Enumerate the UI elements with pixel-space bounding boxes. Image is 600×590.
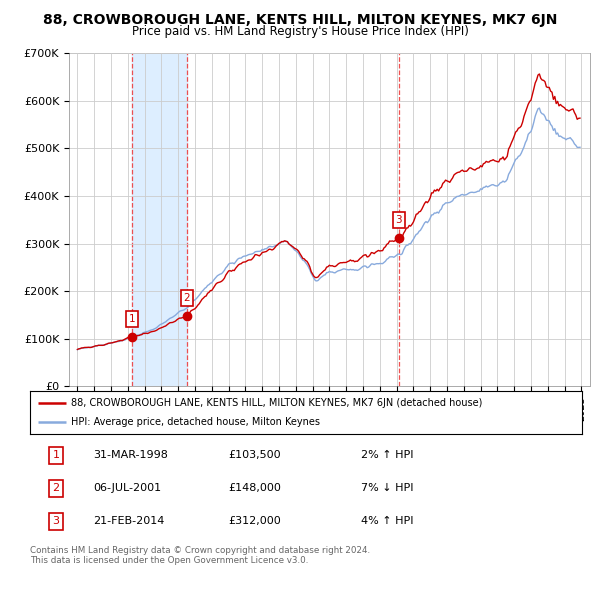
Text: Contains HM Land Registry data © Crown copyright and database right 2024.
This d: Contains HM Land Registry data © Crown c… (30, 546, 370, 565)
Text: 1: 1 (128, 314, 136, 324)
Text: 7% ↓ HPI: 7% ↓ HPI (361, 483, 414, 493)
Text: 88, CROWBOROUGH LANE, KENTS HILL, MILTON KEYNES, MK7 6JN (detached house): 88, CROWBOROUGH LANE, KENTS HILL, MILTON… (71, 398, 483, 408)
Text: 3: 3 (52, 516, 59, 526)
Text: 2: 2 (52, 483, 59, 493)
Text: £148,000: £148,000 (229, 483, 281, 493)
Text: 06-JUL-2001: 06-JUL-2001 (94, 483, 161, 493)
Text: HPI: Average price, detached house, Milton Keynes: HPI: Average price, detached house, Milt… (71, 417, 320, 427)
Text: 21-FEB-2014: 21-FEB-2014 (94, 516, 165, 526)
Text: 88, CROWBOROUGH LANE, KENTS HILL, MILTON KEYNES, MK7 6JN: 88, CROWBOROUGH LANE, KENTS HILL, MILTON… (43, 13, 557, 27)
Bar (132, 53, 187, 386)
Text: 1: 1 (52, 450, 59, 460)
Text: £103,500: £103,500 (229, 450, 281, 460)
Text: 2% ↑ HPI: 2% ↑ HPI (361, 450, 414, 460)
Text: 31-MAR-1998: 31-MAR-1998 (94, 450, 169, 460)
Text: 3: 3 (395, 215, 402, 225)
Text: £312,000: £312,000 (229, 516, 281, 526)
Text: 4% ↑ HPI: 4% ↑ HPI (361, 516, 414, 526)
Text: Price paid vs. HM Land Registry's House Price Index (HPI): Price paid vs. HM Land Registry's House … (131, 25, 469, 38)
Text: 2: 2 (184, 293, 190, 303)
